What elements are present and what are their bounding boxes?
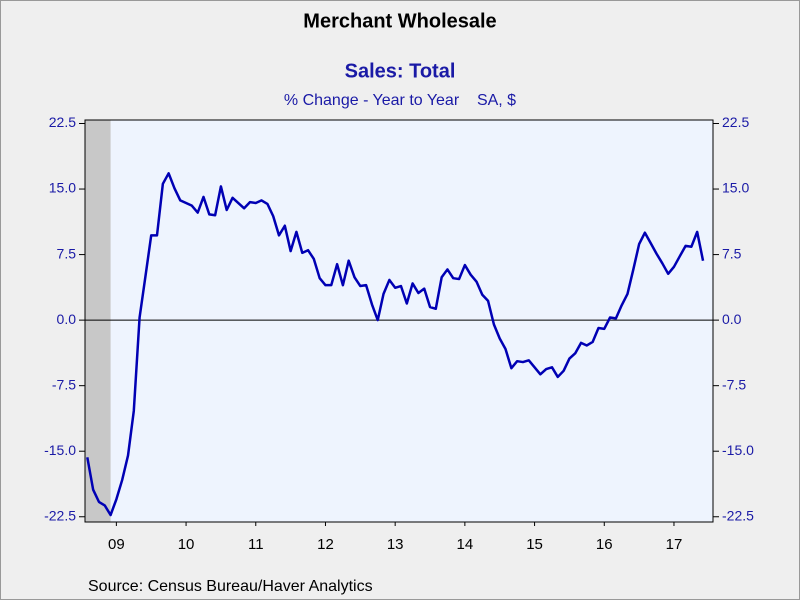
y2-tick-label: 22.5 [722, 114, 749, 130]
y-tick-label: 22.5 [49, 114, 76, 130]
y2-tick-label: -15.0 [722, 442, 754, 458]
y-tick-label: -15.0 [44, 442, 76, 458]
y2-tick-label: 0.0 [722, 311, 742, 327]
x-tick-label: 10 [178, 536, 195, 553]
x-tick-label: 16 [596, 536, 613, 553]
y2-tick-label: -7.5 [722, 376, 746, 392]
x-tick-label: 09 [108, 536, 125, 553]
y-tick-label: 15.0 [49, 180, 76, 196]
x-tick-label: 17 [666, 536, 683, 553]
data-line [86, 172, 705, 517]
recession-shading [85, 120, 111, 522]
x-tick-label: 12 [317, 536, 334, 553]
y-tick-label: 0.0 [57, 311, 77, 327]
y2-tick-label: 15.0 [722, 180, 749, 196]
y-tick-label: -7.5 [52, 376, 76, 392]
source: Source: Census Bureau/Haver Analytics [88, 578, 373, 595]
plot-border [84, 119, 714, 523]
plot-area [85, 120, 713, 522]
y2-tick-label: -22.5 [722, 507, 754, 523]
x-tick-label: 15 [526, 536, 543, 553]
y-tick-label: 7.5 [57, 245, 77, 261]
y2-tick-label: 7.5 [722, 245, 742, 261]
x-tick-label: 11 [248, 536, 264, 553]
chart-title: Merchant Wholesale [303, 10, 496, 32]
y-tick-label: -22.5 [44, 507, 76, 523]
chart-subtitle: Sales: Total [345, 60, 456, 82]
x-tick-label: 13 [387, 536, 404, 553]
x-tick-label: 14 [457, 536, 474, 553]
chart-subtitle2: % Change - Year to Year SA, $ [284, 92, 516, 109]
